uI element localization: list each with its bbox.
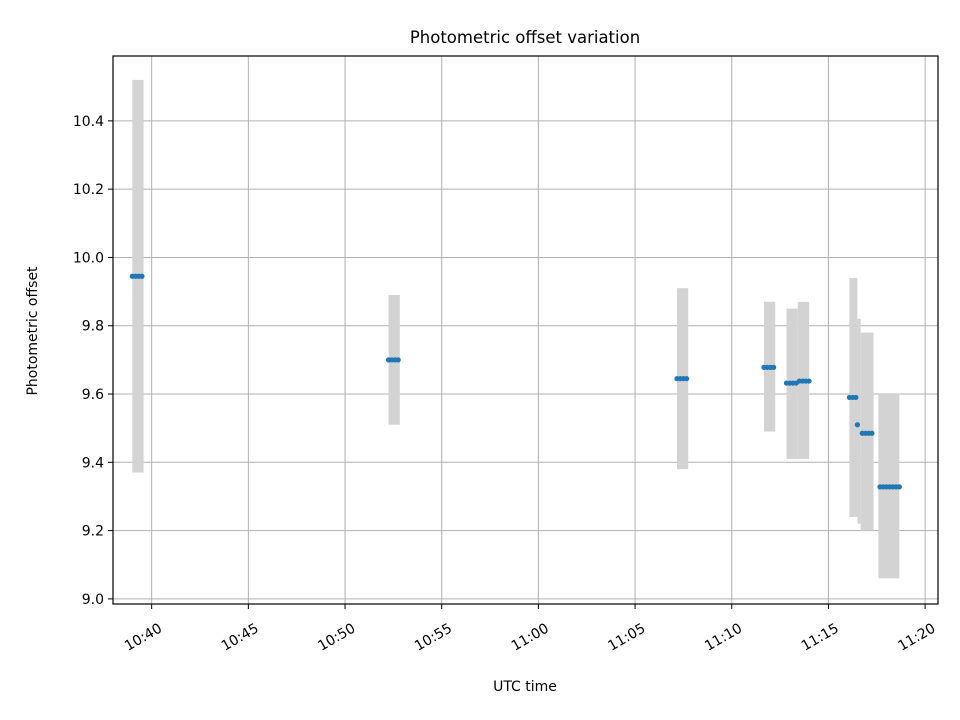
y-axis-ticks: 9.0 9.2 9.4 9.6 9.8 10.0 10.2 10.4: [73, 114, 113, 608]
x-axis-label: UTC time: [493, 679, 557, 695]
data-points: [129, 273, 902, 490]
data-point: [684, 376, 690, 382]
y-tick-label: 9.2: [82, 524, 104, 540]
y-axis-label: Photometric offset: [25, 266, 41, 396]
plot-frame: [112, 55, 939, 605]
data-point: [896, 484, 902, 490]
data-point: [806, 378, 812, 384]
y-tick-label: 10.0: [73, 250, 104, 266]
data-point: [395, 357, 401, 363]
y-tick-label: 9.8: [82, 319, 104, 335]
data-point: [869, 430, 875, 436]
y-tick-label: 10.2: [73, 182, 104, 198]
y-tick-label: 9.4: [82, 455, 104, 471]
data-point: [854, 422, 861, 428]
data-point: [771, 364, 777, 370]
error-bar: [857, 318, 861, 524]
y-tick-label: 10.4: [73, 114, 104, 130]
data-point: [853, 394, 859, 401]
y-tick-label: 9.6: [82, 387, 104, 403]
chart-title: Photometric offset variation: [410, 28, 640, 47]
y-tick-label: 9.0: [82, 592, 104, 608]
data-point: [139, 273, 145, 279]
